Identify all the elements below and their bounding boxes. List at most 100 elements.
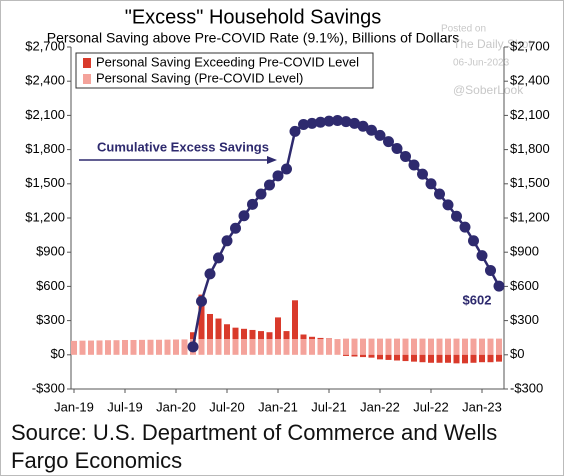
y2-tick-label: $600 <box>510 278 539 293</box>
bar-excess <box>198 294 205 340</box>
y2-tick-label: $900 <box>510 244 539 259</box>
bar-excess <box>275 317 281 340</box>
bar-base <box>419 338 426 355</box>
bar-base <box>79 340 86 355</box>
bar-excess <box>343 354 349 356</box>
line-marker <box>425 178 437 190</box>
bar-base <box>241 339 247 355</box>
x-tick-label: Jul-21 <box>311 399 346 414</box>
bar-excess <box>190 332 196 340</box>
y2-tick-label: -$300 <box>510 380 543 395</box>
bar-base <box>436 338 443 355</box>
bar-base <box>147 339 154 355</box>
watermark: Posted on <box>441 24 486 35</box>
y2-tick-label: $0 <box>510 346 524 361</box>
y2-tick-label: $2,700 <box>510 38 550 53</box>
chart-title: "Excess" Household Savings <box>125 6 382 28</box>
chart-subtitle: Personal Saving above Pre-COVID Rate (9.… <box>47 30 459 46</box>
legend-label: Personal Saving Exceeding Pre-COVID Leve… <box>96 54 359 69</box>
line-marker <box>264 179 275 191</box>
bar-excess <box>402 354 409 362</box>
bar-base <box>402 338 409 355</box>
bar-excess <box>487 354 494 363</box>
bar-base <box>445 338 451 355</box>
bar-excess <box>292 300 298 340</box>
bar-base <box>181 339 188 355</box>
line-marker <box>340 116 352 128</box>
x-tick-label: Jan-22 <box>360 399 400 414</box>
line-marker <box>400 150 411 162</box>
y2-tick-label: $1,500 <box>510 175 550 190</box>
bar-excess <box>207 313 213 340</box>
bar-base <box>394 338 400 355</box>
bar-base <box>292 339 298 355</box>
bar-excess <box>428 354 434 363</box>
bar-base <box>487 338 494 355</box>
line-marker <box>408 159 420 171</box>
bar-base <box>326 339 332 355</box>
bar-excess <box>385 354 392 360</box>
bar-base <box>130 339 137 355</box>
bar-base <box>88 340 94 355</box>
bar-base <box>105 340 111 355</box>
line-marker <box>315 116 326 128</box>
bar-base <box>258 339 264 355</box>
y-tick-label: $1,500 <box>25 175 65 190</box>
chart: "Excess" Household Savings Personal Savi… <box>25 6 550 414</box>
watermark: The Daily Shot <box>453 37 532 51</box>
bar-base <box>173 339 179 355</box>
line-marker <box>476 250 488 262</box>
bar-base <box>71 340 77 355</box>
legend-box <box>75 52 374 89</box>
y-tick-label: $2,100 <box>25 107 65 122</box>
x-tick-label: Jan-23 <box>462 399 502 414</box>
y2-tick-label: $2,100 <box>510 107 550 122</box>
watermark: @SoberLook <box>453 83 524 97</box>
x-tick-label: Jan-20 <box>156 399 196 414</box>
bar-excess <box>241 328 247 340</box>
line-marker <box>298 119 309 131</box>
line-marker <box>204 268 216 280</box>
line-marker <box>459 221 471 233</box>
bar-excess <box>266 332 273 340</box>
line-marker <box>468 235 479 247</box>
bar-excess <box>232 327 239 340</box>
bar-base <box>462 338 468 355</box>
x-tick-label: Jan-19 <box>54 399 94 414</box>
line-marker <box>196 295 207 307</box>
bar-excess <box>436 354 443 363</box>
line-marker <box>434 188 445 200</box>
line-marker <box>451 210 462 222</box>
bar-excess <box>377 354 383 360</box>
bar-excess <box>470 354 477 363</box>
bar-excess <box>411 354 417 362</box>
bar-base <box>275 339 281 355</box>
y-tick-label: $2,400 <box>25 73 65 88</box>
bar-base <box>249 339 256 355</box>
line-marker <box>374 129 386 141</box>
line-marker <box>366 124 377 136</box>
y-tick-label: $2,700 <box>25 38 65 53</box>
bar-excess <box>496 354 502 362</box>
data-label: $602 <box>463 293 492 308</box>
bar-base <box>496 338 502 355</box>
bar-base <box>360 338 366 355</box>
y-tick-label: $300 <box>36 312 65 327</box>
y-tick-label: $0 <box>51 346 65 361</box>
y-tick-label: $600 <box>36 278 65 293</box>
bar-base <box>122 339 128 355</box>
watermark: 06-Jun-2023 <box>453 58 510 69</box>
x-tick-label: Jan-21 <box>258 399 298 414</box>
line <box>191 119 501 348</box>
line-marker <box>272 170 284 182</box>
bar-base <box>232 339 239 355</box>
line-marker <box>349 117 360 129</box>
bar-excess <box>300 334 307 340</box>
line-marker <box>417 168 428 180</box>
source-note: Source: U.S. Department of Commerce and … <box>11 420 498 473</box>
y-tick-label: $1,200 <box>25 209 65 224</box>
y2-tick-label: $1,800 <box>510 141 550 156</box>
bar-base <box>453 338 460 355</box>
bar-base <box>411 338 417 355</box>
